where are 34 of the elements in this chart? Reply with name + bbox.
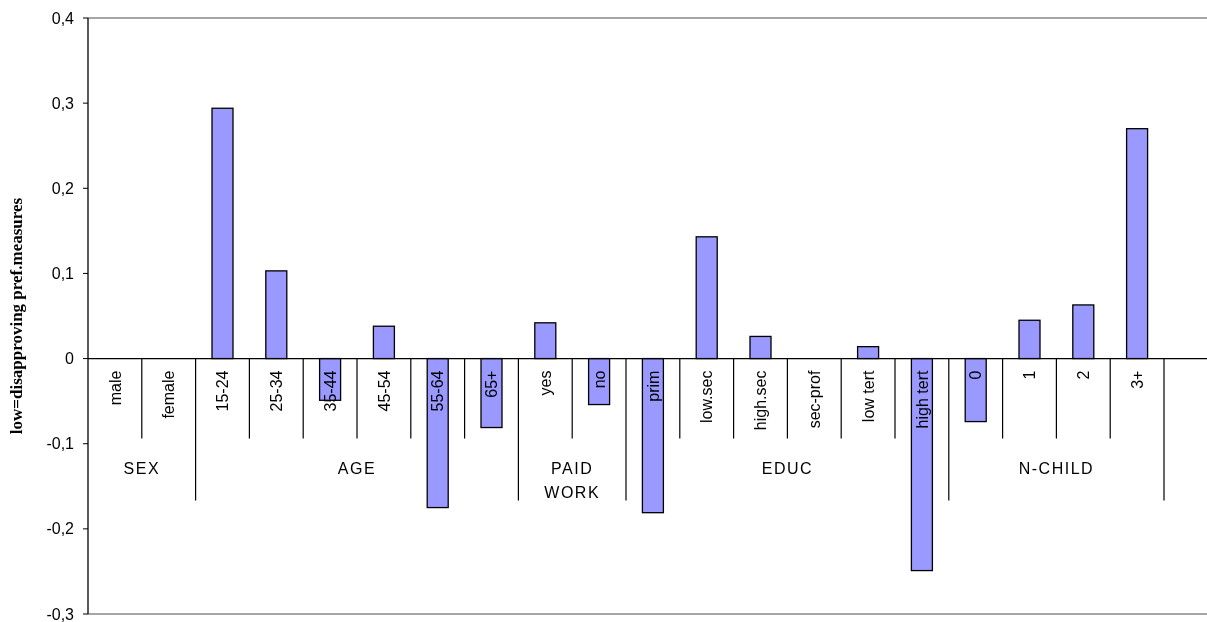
annotation: N-CHILD (1018, 459, 1095, 477)
x-tick-label: low tert (859, 370, 877, 423)
y-tick-label: 0 (65, 350, 75, 368)
y-tick-label: 0,4 (51, 9, 75, 27)
x-tick-label: female (160, 370, 178, 419)
annotation: PAID WORK (544, 459, 601, 501)
y-tick-label: -0,1 (46, 435, 75, 453)
x-tick-label: 15-24 (214, 370, 232, 412)
x-tick-label: 3+ (1128, 370, 1146, 389)
x-tick-label: 65+ (483, 370, 501, 398)
x-tick-label: low.sec (698, 370, 716, 424)
x-tick-label: 0 (967, 370, 985, 380)
x-tick-label: sec-prof (805, 370, 823, 429)
annotation: SEX (123, 459, 161, 477)
x-tick-label: high.sec (752, 370, 770, 431)
y-axis-title: low=disapproving pref.measures (7, 197, 26, 435)
annotation: EDUC (761, 459, 814, 477)
y-tick-label: -0,2 (46, 520, 75, 538)
y-tick-label: 0,2 (51, 179, 75, 197)
y-tick-label: -0,3 (46, 605, 75, 622)
x-tick-label: prim (644, 370, 662, 402)
x-tick-label: 2 (1074, 370, 1092, 380)
x-tick-label: 55-64 (429, 370, 447, 412)
x-tick-label: yes (536, 370, 554, 396)
annotation: AGE (337, 459, 377, 477)
x-tick-label: high tert (913, 370, 931, 429)
x-tick-label: 45-54 (375, 370, 393, 412)
x-tick-label: 1 (1021, 370, 1039, 380)
y-tick-label: 0,1 (51, 265, 75, 283)
x-tick-label: no (590, 370, 608, 389)
x-tick-label: male (106, 370, 124, 406)
y-tick-label: 0,3 (51, 94, 75, 112)
x-tick-label: 35-44 (321, 370, 339, 412)
x-tick-label: 25-34 (267, 370, 285, 412)
